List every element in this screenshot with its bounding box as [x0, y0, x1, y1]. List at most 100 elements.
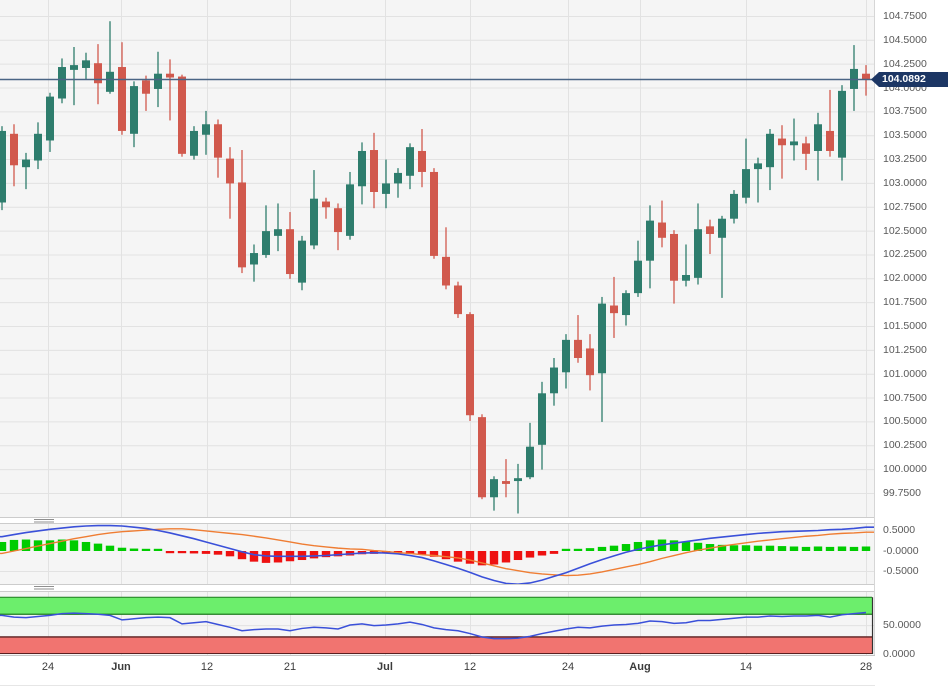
macd-histogram-bar	[453, 551, 463, 562]
candle-body	[82, 60, 90, 68]
macd-histogram-bar	[777, 546, 787, 551]
candle-body	[814, 124, 822, 151]
candle-body	[310, 198, 318, 246]
candle-body	[490, 479, 498, 498]
price-axis-label: 101.5000	[883, 320, 927, 332]
price-axis-label: 104.2500	[883, 57, 927, 70]
candle-body	[382, 183, 390, 194]
candle-body	[46, 96, 54, 141]
candle-body	[778, 138, 786, 146]
macd-histogram-bar	[57, 539, 67, 551]
macd-histogram-bar	[117, 547, 127, 551]
price-axis-label: 104.7500	[883, 9, 927, 22]
macd-histogram-bar	[321, 551, 331, 558]
macd-histogram-bar	[165, 551, 175, 554]
macd-histogram-bar	[525, 551, 535, 558]
macd-histogram-bar	[21, 539, 31, 551]
macd-histogram-bar	[861, 546, 871, 551]
rsi-indicator-panel[interactable]	[0, 592, 875, 655]
candle-body	[802, 143, 810, 154]
candle-body	[862, 73, 870, 80]
macd-histogram-bar	[201, 551, 211, 554]
macd-histogram-bar	[849, 546, 859, 551]
price-axis-label: 100.2500	[883, 439, 927, 452]
candle-body	[94, 63, 102, 84]
candle-body	[466, 314, 474, 416]
macd-histogram-bar	[645, 540, 655, 551]
candle-body	[166, 73, 174, 78]
candle-body	[694, 229, 702, 278]
time-axis-label: Aug	[629, 661, 651, 673]
candle-body	[394, 172, 402, 184]
time-axis-label: 12	[463, 661, 477, 673]
rsi-axis-label: 0.0000	[883, 647, 916, 660]
macd-histogram-bar	[729, 545, 739, 551]
macd-histogram-bar	[753, 545, 763, 551]
macd-histogram-bar	[609, 545, 619, 551]
candle-body	[322, 201, 330, 208]
macd-histogram-bar	[45, 540, 55, 551]
candle-body	[154, 73, 162, 89]
candle-body	[202, 124, 210, 135]
macd-histogram-bar	[405, 551, 415, 554]
macd-histogram-bar	[213, 551, 223, 555]
macd-histogram-bar	[261, 551, 271, 563]
bottom-divider	[0, 685, 948, 686]
main-price-panel[interactable]	[0, 0, 875, 517]
time-axis-label: 14	[739, 661, 753, 673]
rsi-line	[0, 611, 867, 640]
macd-histogram-bar	[813, 546, 823, 551]
macd-histogram-bar	[417, 551, 427, 555]
price-axis-label: 103.5000	[883, 129, 927, 142]
candle-body	[526, 446, 534, 478]
price-axis-label: 103.0000	[883, 176, 927, 189]
candle-body	[658, 222, 666, 238]
time-axis-label: 12	[200, 661, 214, 673]
candle-body	[682, 274, 690, 281]
price-axis-label: 102.0000	[883, 272, 927, 285]
panel-resize-handle-1[interactable]	[34, 519, 54, 524]
candle-body	[370, 150, 378, 192]
candle-body	[0, 130, 6, 203]
macd-histogram-bar	[177, 551, 187, 554]
plot-right-border	[874, 0, 875, 655]
macd-histogram-bar	[537, 551, 547, 556]
current-price-badge: 104.0892	[871, 72, 948, 87]
candle-body	[538, 393, 546, 445]
macd-indicator-panel[interactable]	[0, 524, 875, 584]
candle-body	[418, 150, 426, 172]
macd-histogram-bar	[81, 541, 91, 551]
candle-body	[634, 260, 642, 294]
macd-histogram-bar	[789, 546, 799, 551]
price-axis-label: 102.2500	[883, 248, 927, 261]
candle-body	[562, 339, 570, 373]
macd-histogram-bar	[69, 540, 79, 551]
candle-body	[502, 481, 510, 484]
macd-histogram-bar	[333, 551, 343, 557]
macd-histogram-bar	[489, 551, 499, 565]
price-axis[interactable]: 104.0892 104.7500 104.5000 104.2500 104.000…	[871, 0, 948, 691]
price-axis-label: 102.7500	[883, 200, 927, 213]
candle-body	[730, 193, 738, 219]
candle-body	[454, 285, 462, 315]
rsi-axis-label: 50.0000	[883, 619, 921, 632]
macd-histogram-bar	[153, 548, 163, 551]
price-axis-label: 101.0000	[883, 367, 927, 380]
time-axis-label: 28	[859, 661, 873, 673]
time-axis-label: 21	[283, 661, 297, 673]
candle-body	[790, 141, 798, 146]
macd-histogram-bar	[189, 551, 199, 554]
macd-histogram-bar	[249, 551, 259, 562]
price-axis-label: 101.7500	[883, 296, 927, 309]
oversold-band	[0, 636, 872, 654]
candle-body	[58, 67, 66, 99]
macd-histogram-bar	[309, 551, 319, 559]
candle-body	[286, 229, 294, 275]
panel-splitter-2	[0, 584, 875, 592]
macd-histogram-bar	[129, 548, 139, 551]
time-axis-label: 24	[41, 661, 55, 673]
macd-signal-line	[0, 528, 875, 577]
macd-histogram-bar	[501, 551, 511, 563]
macd-histogram-bar	[741, 545, 751, 551]
panel-resize-handle-2[interactable]	[34, 586, 54, 591]
